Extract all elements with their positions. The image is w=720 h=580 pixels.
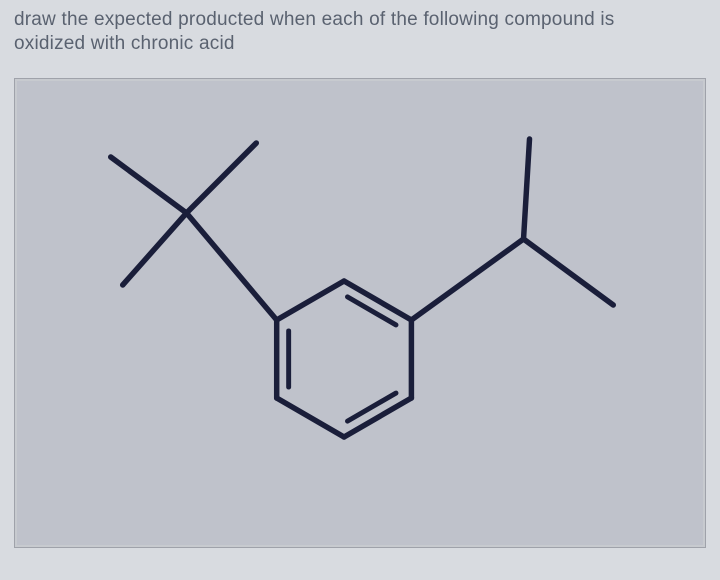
question-line-1: draw the expected producted when each of… xyxy=(14,9,614,30)
molecule-svg xyxy=(15,79,705,547)
structure-figure-container xyxy=(14,78,706,548)
question-line-2: oxidized with chronic acid xyxy=(14,33,235,54)
page-root: draw the expected producted when each of… xyxy=(0,0,720,580)
question-text-block: draw the expected producted when each of… xyxy=(0,0,720,60)
